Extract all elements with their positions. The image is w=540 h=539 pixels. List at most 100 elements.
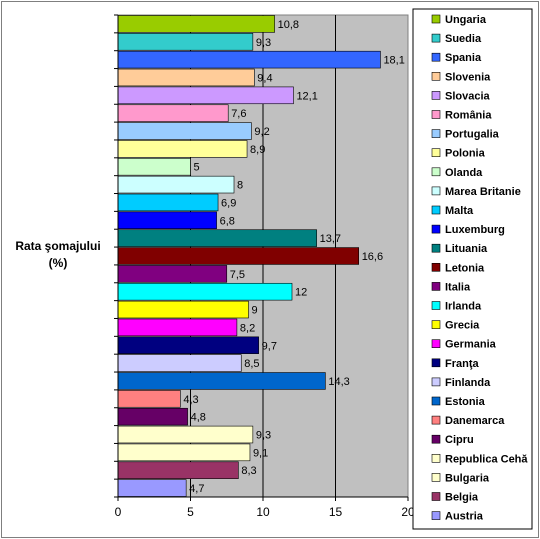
legend-swatch xyxy=(431,205,441,215)
legend-label: Malta xyxy=(445,205,474,217)
legend-label: Lituania xyxy=(445,243,488,255)
legend-label: Olanda xyxy=(445,167,483,179)
bar xyxy=(117,122,252,140)
legend-swatch xyxy=(431,148,441,157)
legend-swatch xyxy=(431,282,441,291)
legend-swatch xyxy=(431,110,441,119)
bar xyxy=(117,68,255,87)
bar xyxy=(117,372,326,390)
x-tick-label: 0 xyxy=(115,505,122,519)
legend-label: Austria xyxy=(445,511,484,523)
legend-label: Germania xyxy=(445,339,497,351)
legend-swatch xyxy=(431,377,441,387)
legend-label: Republica Cehă xyxy=(445,453,528,465)
x-tick-label: 20 xyxy=(401,505,415,519)
x-tick-label: 15 xyxy=(329,505,343,519)
bar xyxy=(117,265,228,283)
data-label: 4,8 xyxy=(191,412,206,424)
legend-label: Irlanda xyxy=(445,301,482,313)
legend-swatch xyxy=(431,396,441,406)
bar xyxy=(117,229,317,247)
bar xyxy=(117,140,248,158)
data-label: 8,3 xyxy=(241,465,256,477)
bar xyxy=(117,33,254,51)
data-label: 8,9 xyxy=(250,144,265,156)
legend-label: Estonia xyxy=(445,396,486,408)
legend-label: Belgia xyxy=(445,492,479,504)
data-label: 9,3 xyxy=(256,430,271,442)
data-label: 6,9 xyxy=(221,197,236,209)
data-label: 13,7 xyxy=(320,233,341,245)
data-label: 4,7 xyxy=(189,483,204,495)
legend-label: Suedia xyxy=(445,33,482,45)
data-label: 9,3 xyxy=(256,37,271,49)
legend-swatch xyxy=(431,167,441,177)
legend-swatch xyxy=(431,339,441,349)
legend-swatch xyxy=(431,91,441,100)
data-label: 12,1 xyxy=(296,90,317,102)
legend-swatch xyxy=(431,186,441,196)
bar xyxy=(117,282,293,301)
bar xyxy=(117,354,242,372)
legend-swatch xyxy=(431,52,441,62)
legend-label: Marea Britanie xyxy=(445,186,521,198)
legend-label: Polonia xyxy=(445,148,486,160)
legend-label: Luxemburg xyxy=(445,224,505,236)
legend-label: Ungaria xyxy=(445,14,487,26)
bar xyxy=(117,193,219,212)
legend-swatch xyxy=(431,320,441,329)
legend-label: Italia xyxy=(445,281,471,293)
legend-swatch xyxy=(431,453,441,463)
legend-label: Portugalia xyxy=(445,129,500,141)
data-label: 6,8 xyxy=(220,215,235,227)
bar xyxy=(117,461,239,479)
y-axis-label: Rata şomajului (%) xyxy=(8,238,108,272)
legend-label: Slovenia xyxy=(445,71,491,83)
legend-swatch xyxy=(431,224,441,234)
legend-swatch xyxy=(431,473,441,482)
y-axis-label-line-1: Rata şomajului xyxy=(15,239,101,253)
legend-label: Cipru xyxy=(445,434,474,446)
legend-swatch xyxy=(431,358,441,368)
data-label: 9,1 xyxy=(253,447,268,459)
legend-swatch xyxy=(431,511,441,520)
bar xyxy=(117,407,188,426)
bar xyxy=(117,443,251,462)
data-label: 5 xyxy=(194,162,200,174)
legend-label: Slovacia xyxy=(445,90,491,102)
data-label: 18,1 xyxy=(383,55,404,67)
legend-label: Grecia xyxy=(445,320,480,332)
bar xyxy=(117,211,217,230)
x-tick-label: 5 xyxy=(187,505,194,519)
data-label: 9,4 xyxy=(257,72,272,84)
data-label: 10,8 xyxy=(278,19,299,31)
legend-swatch xyxy=(431,33,441,43)
data-label: 9,7 xyxy=(262,340,277,352)
data-label: 12 xyxy=(295,287,307,299)
data-label: 4,3 xyxy=(183,394,198,406)
bar xyxy=(117,425,254,444)
bar xyxy=(117,175,235,194)
legend-label: Letonia xyxy=(445,262,485,274)
data-label: 7,6 xyxy=(231,108,246,120)
bar xyxy=(117,104,229,122)
legend-label: Spania xyxy=(445,52,482,64)
legend-swatch xyxy=(431,243,441,253)
legend-label: Danemarca xyxy=(445,415,505,427)
data-label: 9 xyxy=(252,305,258,317)
legend-label: Bulgaria xyxy=(445,472,490,484)
legend-label: România xyxy=(445,110,492,122)
bar xyxy=(117,86,294,105)
legend-label: Finlanda xyxy=(445,377,491,389)
data-label: 8,2 xyxy=(240,322,255,334)
bar xyxy=(117,15,275,33)
y-axis-label-line-2: (%) xyxy=(48,256,68,270)
data-label: 8,5 xyxy=(244,358,259,370)
data-label: 16,6 xyxy=(362,251,383,263)
bar xyxy=(117,247,359,265)
legend-swatch xyxy=(431,415,441,425)
data-label: 14,3 xyxy=(328,376,349,388)
legend-swatch xyxy=(431,434,441,444)
bar xyxy=(117,318,238,337)
